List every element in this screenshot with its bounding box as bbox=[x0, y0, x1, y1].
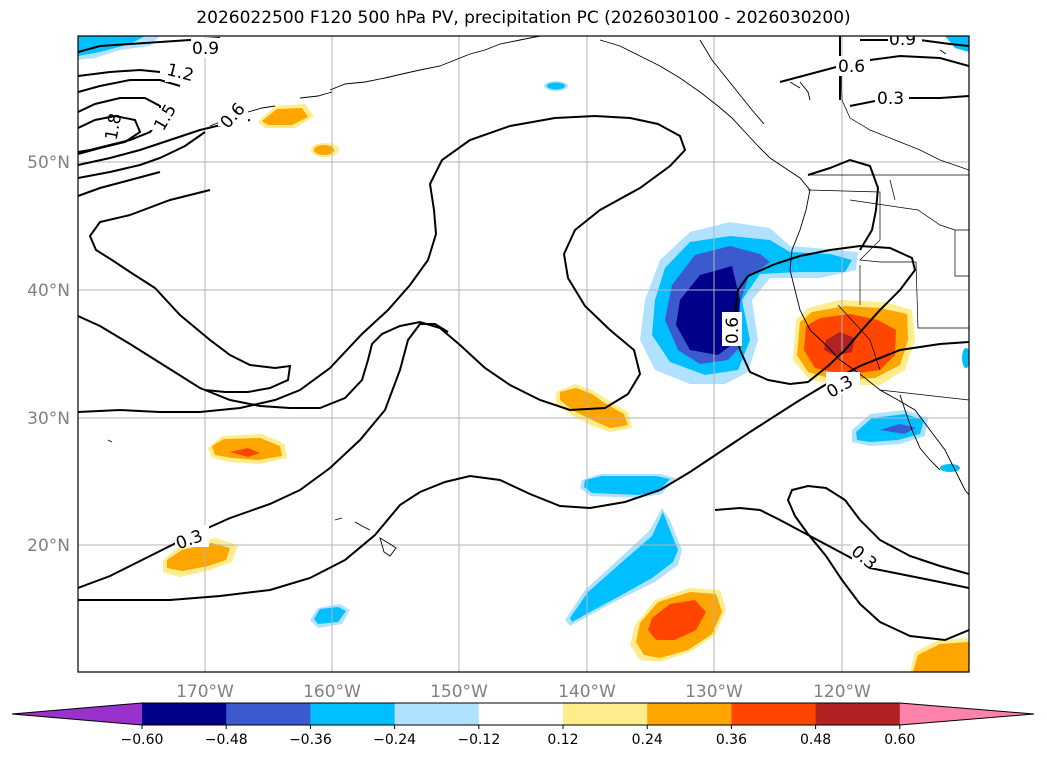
colorbar-tick-label: 0.12 bbox=[547, 732, 578, 748]
colorbar-tick-label: 0.36 bbox=[716, 732, 747, 748]
colorbar-segment bbox=[647, 703, 732, 725]
lon-label: 140°W bbox=[558, 682, 616, 702]
lon-label: 170°W bbox=[176, 682, 234, 702]
colorbar: −0.60 −0.48 −0.36 −0.24 −0.12 0.12 0.24 0.36 0.4… bbox=[11, 702, 1035, 748]
colorbar-tick-label: −0.24 bbox=[373, 732, 416, 748]
colorbar-segment bbox=[142, 703, 227, 725]
lat-label: 20°N bbox=[27, 536, 70, 556]
map-plot-area: 0.9 1.2 1.5 1.8 0.6 0.9 0.6 0.3 0.6 0.3 … bbox=[78, 30, 969, 672]
colorbar-segment bbox=[478, 703, 564, 725]
colorbar-tick-label: −0.60 bbox=[121, 732, 164, 748]
contour-label: 0.6 bbox=[723, 317, 743, 344]
colorbar-extend-low bbox=[12, 703, 142, 725]
colorbar-tick-label: −0.36 bbox=[289, 732, 332, 748]
colorbar-tick-label: 0.60 bbox=[884, 732, 915, 748]
colorbar-segment bbox=[731, 703, 817, 725]
colorbar-segment bbox=[563, 703, 648, 725]
contour-label: 0.9 bbox=[192, 39, 219, 59]
contour-label: 1.8 bbox=[102, 112, 126, 142]
colorbar-segment bbox=[815, 703, 901, 725]
colorbar-extend-high bbox=[899, 703, 1034, 725]
colorbar-segment bbox=[226, 703, 311, 725]
colorbar-tick-label: 0.48 bbox=[800, 732, 831, 748]
colorbar-tick-label: −0.48 bbox=[205, 732, 248, 748]
longitude-labels: 170°W 160°W 150°W 140°W 130°W 120°W bbox=[176, 682, 871, 702]
lon-label: 150°W bbox=[430, 682, 488, 702]
lat-label: 40°N bbox=[27, 281, 70, 301]
contour-label: 0.9 bbox=[889, 30, 916, 50]
colorbar-tick-label: −0.12 bbox=[457, 732, 500, 748]
lat-label: 50°N bbox=[27, 153, 70, 173]
coastlines bbox=[107, 36, 969, 557]
colorbar-tick-label: 0.24 bbox=[632, 732, 663, 748]
colorbar-segment bbox=[394, 703, 480, 725]
lat-label: 30°N bbox=[27, 409, 70, 429]
contour-label: 0.3 bbox=[877, 89, 904, 109]
contour-labels: 0.9 1.2 1.5 1.8 0.6 0.9 0.6 0.3 0.6 0.3 … bbox=[102, 30, 922, 574]
pv-contours bbox=[78, 36, 969, 642]
lon-label: 130°W bbox=[685, 682, 743, 702]
lon-label: 160°W bbox=[303, 682, 361, 702]
gridlines bbox=[78, 36, 969, 672]
map-title: 2026022500 F120 500 hPa PV, precipitatio… bbox=[196, 8, 851, 28]
latitude-labels: 50°N 40°N 30°N 20°N bbox=[27, 153, 70, 556]
colorbar-segment bbox=[310, 703, 396, 725]
lon-label: 120°W bbox=[813, 682, 871, 702]
map-frame bbox=[77, 35, 970, 673]
contour-label: 0.6 bbox=[838, 57, 865, 77]
